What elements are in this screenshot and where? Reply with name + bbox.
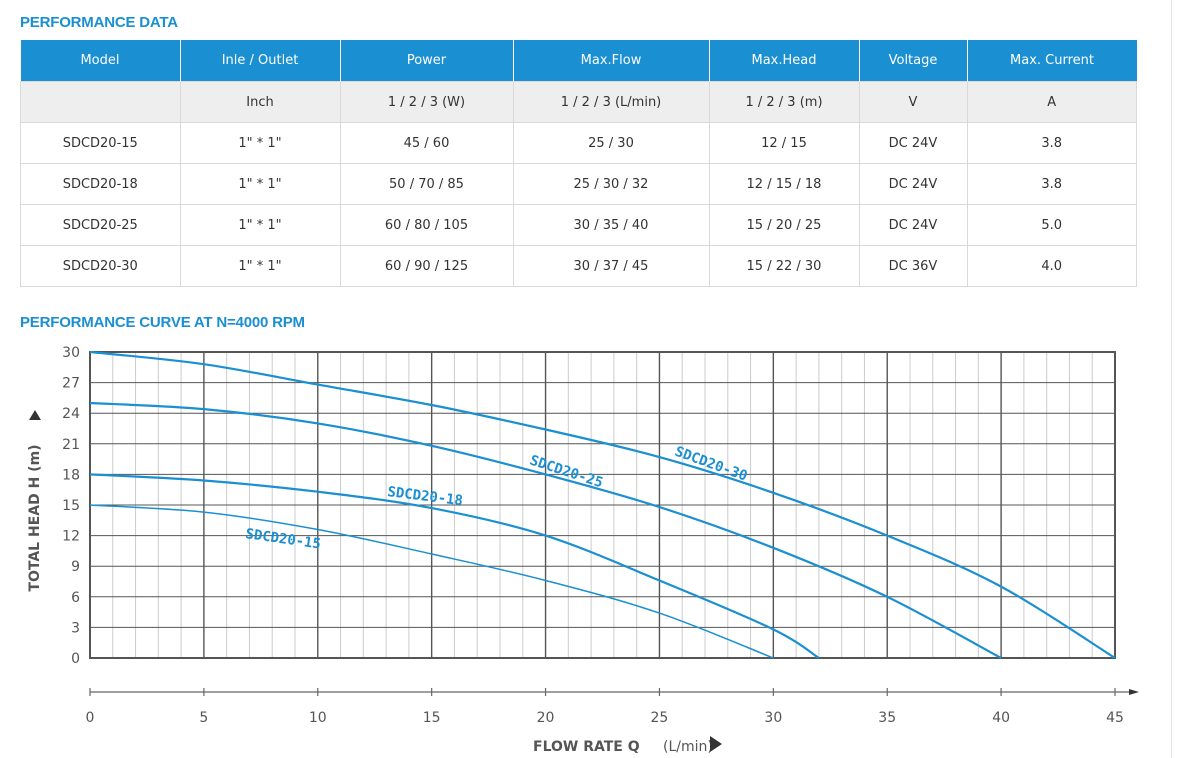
cell-max-head: 12 / 15 / 18 <box>708 163 860 205</box>
header-model: Model <box>20 40 181 82</box>
units-row: Inch 1 / 2 / 3 (W) 1 / 2 / 3 (L/min) 1 /… <box>20 81 1137 123</box>
cell-max-flow: 30 / 37 / 45 <box>512 245 710 287</box>
table-header-row: Model Inle / Outlet Power Max.Flow Max.H… <box>20 40 1137 82</box>
cell-voltage: DC 24V <box>858 163 968 205</box>
cell-inlet-outlet: 1" * 1" <box>179 122 341 164</box>
table-row: SDCD20-15 1" * 1" 45 / 60 25 / 30 12 / 1… <box>20 122 1137 164</box>
table-title: PERFORMANCE DATA <box>20 14 178 31</box>
table-row: SDCD20-30 1" * 1" 60 / 90 / 125 30 / 37 … <box>20 245 1137 287</box>
cell-voltage: DC 36V <box>858 245 968 287</box>
x-tick-label: 40 <box>992 710 1010 726</box>
x-axis-label-arrow-icon <box>710 736 722 752</box>
performance-table: Model Inle / Outlet Power Max.Flow Max.H… <box>20 40 1137 287</box>
cell-power: 60 / 80 / 105 <box>339 204 514 246</box>
unit-cell: 1 / 2 / 3 (m) <box>708 81 860 123</box>
x-tick-label: 0 <box>86 710 95 726</box>
cell-max-current: 3.8 <box>966 163 1137 205</box>
y-tick-label: 30 <box>62 345 80 361</box>
y-tick-label: 9 <box>71 559 80 575</box>
unit-cell: V <box>858 81 968 123</box>
cell-voltage: DC 24V <box>858 204 968 246</box>
cell-model: SDCD20-25 <box>20 204 181 246</box>
cell-max-current: 5.0 <box>966 204 1137 246</box>
curve-sdcd20-15 <box>89 504 774 659</box>
y-tick-label: 21 <box>62 437 80 453</box>
cell-power: 60 / 90 / 125 <box>339 245 514 287</box>
x-axis-label: FLOW RATE Q <box>533 739 640 755</box>
x-tick-label: 15 <box>423 710 441 726</box>
unit-cell: Inch <box>179 81 341 123</box>
x-tick-label: 5 <box>199 710 208 726</box>
x-tick-label: 35 <box>878 710 896 726</box>
cell-max-current: 3.8 <box>966 122 1137 164</box>
curve-label: SDCD20-15 <box>244 526 321 552</box>
x-tick-label: 30 <box>764 710 782 726</box>
unit-cell: 1 / 2 / 3 (W) <box>339 81 514 123</box>
unit-cell: A <box>966 81 1137 123</box>
cell-model: SDCD20-18 <box>20 163 181 205</box>
y-tick-label: 3 <box>71 620 80 636</box>
table-row: SDCD20-25 1" * 1" 60 / 80 / 105 30 / 35 … <box>20 204 1137 246</box>
x-axis-arrow-icon <box>1129 689 1139 695</box>
cell-power: 50 / 70 / 85 <box>339 163 514 205</box>
header-power: Power <box>340 40 514 82</box>
chart-title: PERFORMANCE CURVE AT N=4000 RPM <box>20 314 305 331</box>
table-row: SDCD20-18 1" * 1" 50 / 70 / 85 25 / 30 /… <box>20 163 1137 205</box>
cell-model: SDCD20-30 <box>20 245 181 287</box>
curve-sdcd20-18 <box>89 473 820 659</box>
y-tick-label: 27 <box>62 376 80 392</box>
cell-max-head: 15 / 20 / 25 <box>708 204 860 246</box>
cell-inlet-outlet: 1" * 1" <box>179 163 341 205</box>
unit-cell <box>20 81 181 123</box>
x-axis-unit: (L/min) <box>663 739 713 755</box>
cell-power: 45 / 60 <box>339 122 514 164</box>
header-inlet-outlet: Inle / Outlet <box>180 40 341 82</box>
x-tick-label: 10 <box>309 710 327 726</box>
y-axis-label-arrow-icon <box>29 410 41 420</box>
header-max-flow: Max.Flow <box>513 40 710 82</box>
y-tick-label: 15 <box>62 498 80 514</box>
y-axis-label: TOTAL HEAD H (m) <box>27 444 43 591</box>
cell-voltage: DC 24V <box>858 122 968 164</box>
page-divider <box>1171 0 1172 758</box>
x-tick-label: 25 <box>651 710 669 726</box>
cell-max-flow: 25 / 30 / 32 <box>512 163 710 205</box>
cell-model: SDCD20-15 <box>20 122 181 164</box>
y-tick-label: 18 <box>62 467 80 483</box>
header-max-head: Max.Head <box>709 40 860 82</box>
cell-max-flow: 30 / 35 / 40 <box>512 204 710 246</box>
performance-curve-chart: 0 3 6 9 12 15 18 21 24 27 30 0 5 10 15 20 25 30 35 40 45 FLOW… <box>27 345 1139 755</box>
cell-max-current: 4.0 <box>966 245 1137 287</box>
header-voltage: Voltage <box>859 40 968 82</box>
x-tick-label: 45 <box>1106 710 1124 726</box>
cell-max-flow: 25 / 30 <box>512 122 710 164</box>
y-tick-label: 6 <box>71 590 80 606</box>
unit-cell: 1 / 2 / 3 (L/min) <box>512 81 710 123</box>
x-tick-label: 20 <box>537 710 555 726</box>
cell-inlet-outlet: 1" * 1" <box>179 204 341 246</box>
cell-max-head: 12 / 15 <box>708 122 860 164</box>
y-tick-label: 24 <box>62 406 80 422</box>
y-tick-label: 0 <box>71 651 80 667</box>
curve-sdcd20-30 <box>89 350 1116 659</box>
curve-sdcd20-25 <box>89 401 1002 659</box>
y-tick-label: 12 <box>62 529 80 545</box>
cell-max-head: 15 / 22 / 30 <box>708 245 860 287</box>
cell-inlet-outlet: 1" * 1" <box>179 245 341 287</box>
header-max-current: Max. Current <box>967 40 1137 82</box>
